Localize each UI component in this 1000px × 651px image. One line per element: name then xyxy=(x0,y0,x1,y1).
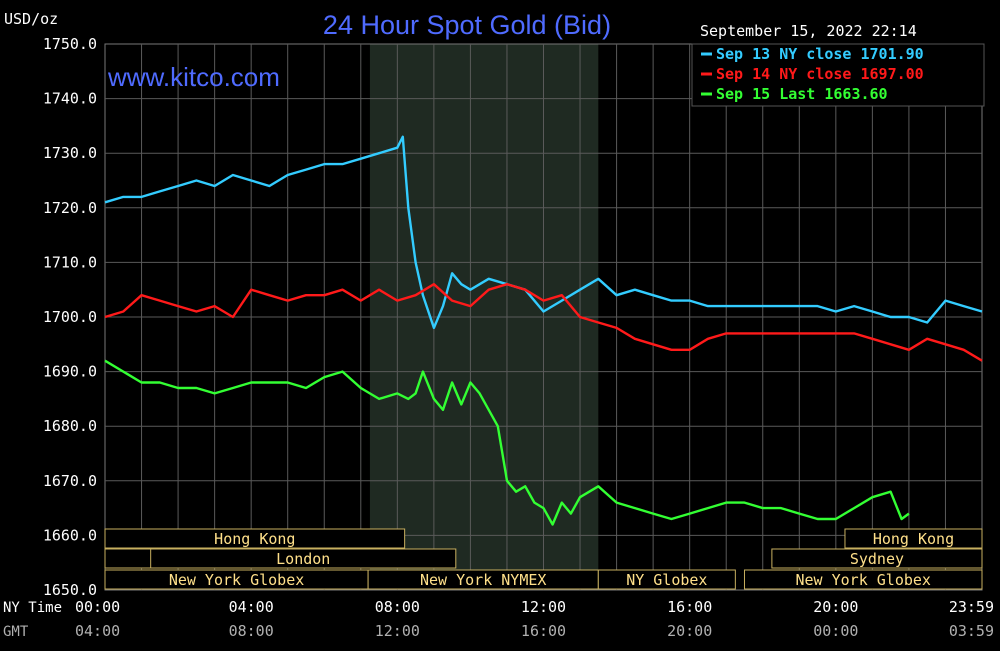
y-tick-label: 1690.0 xyxy=(43,363,97,381)
y-tick-label: 1660.0 xyxy=(43,526,97,544)
legend-box xyxy=(691,43,985,107)
x-tick-label: 12:00 xyxy=(375,622,420,640)
x-tick-label: 23:59 xyxy=(949,598,994,616)
x-tick-label: 00:00 xyxy=(75,598,120,616)
x-tick-label: 04:00 xyxy=(229,598,274,616)
x-tick-label: 16:00 xyxy=(521,622,566,640)
y-tick-label: 1680.0 xyxy=(43,417,97,435)
legend: Sep 13 NY close 1701.90 Sep 14 NY close … xyxy=(691,43,985,107)
session-label: Hong Kong xyxy=(214,530,295,548)
y-axis-unit-label: USD/oz xyxy=(4,10,58,28)
session-label: NY Globex xyxy=(626,571,707,589)
session-bar xyxy=(597,569,736,590)
y-tick-label: 1710.0 xyxy=(43,253,97,271)
session-bar xyxy=(844,528,983,549)
x-tick-label: 08:00 xyxy=(375,598,420,616)
legend-entry-sep13: Sep 13 NY close 1701.90 xyxy=(716,45,924,63)
chart-title: 24 Hour Spot Gold (Bid) xyxy=(323,10,611,40)
y-tick-label: 1700.0 xyxy=(43,308,97,326)
x-tick-label: 03:59 xyxy=(949,622,994,640)
x-tick-label: 16:00 xyxy=(667,598,712,616)
legend-entry-sep14: Sep 14 NY close 1697.00 xyxy=(716,65,924,83)
session-label: New York Globex xyxy=(169,571,304,589)
y-tick-label: 1670.0 xyxy=(43,472,97,490)
y-tick-label: 1720.0 xyxy=(43,199,97,217)
session-bar xyxy=(771,548,983,569)
y-tick-label: 1750.0 xyxy=(43,35,97,53)
legend-entry-sep15: Sep 15 Last 1663.60 xyxy=(716,85,888,103)
session-label: Hong Kong xyxy=(873,530,954,548)
series-line-sep13 xyxy=(104,135,983,330)
session-bar xyxy=(743,569,983,590)
x-tick-label: 20:00 xyxy=(667,622,712,640)
series-line-sep15 xyxy=(104,359,910,526)
session-label: London xyxy=(276,550,330,568)
session-bars: Hong Kong London New York Globex New York N… xyxy=(104,528,983,590)
timestamp: September 15, 2022 22:14 xyxy=(700,22,917,40)
series-line-sep14 xyxy=(104,283,983,362)
x-axis-row-label: GMT xyxy=(3,624,29,640)
y-tick-label: 1730.0 xyxy=(43,144,97,162)
session-label: New York NYMEX xyxy=(420,571,546,589)
series-group xyxy=(104,135,983,526)
x-tick-label: 20:00 xyxy=(813,598,858,616)
session-bar xyxy=(104,548,457,569)
x-axis-row-label: NY Time xyxy=(3,600,62,616)
watermark: www.kitco.com xyxy=(107,62,280,92)
x-tick-label: 00:00 xyxy=(813,622,858,640)
x-tick-label: 08:00 xyxy=(229,622,274,640)
axes: 1750.0 1740.0 1730.0 1720.0 1710.0 1700.0 1690… xyxy=(3,35,994,640)
y-tick-label: 1650.0 xyxy=(43,581,97,599)
x-tick-label: 12:00 xyxy=(521,598,566,616)
session-label: New York Globex xyxy=(796,571,931,589)
session-label: Sydney xyxy=(850,550,904,568)
session-bar xyxy=(104,528,406,549)
y-tick-label: 1740.0 xyxy=(43,90,97,108)
x-tick-label: 04:00 xyxy=(75,622,120,640)
